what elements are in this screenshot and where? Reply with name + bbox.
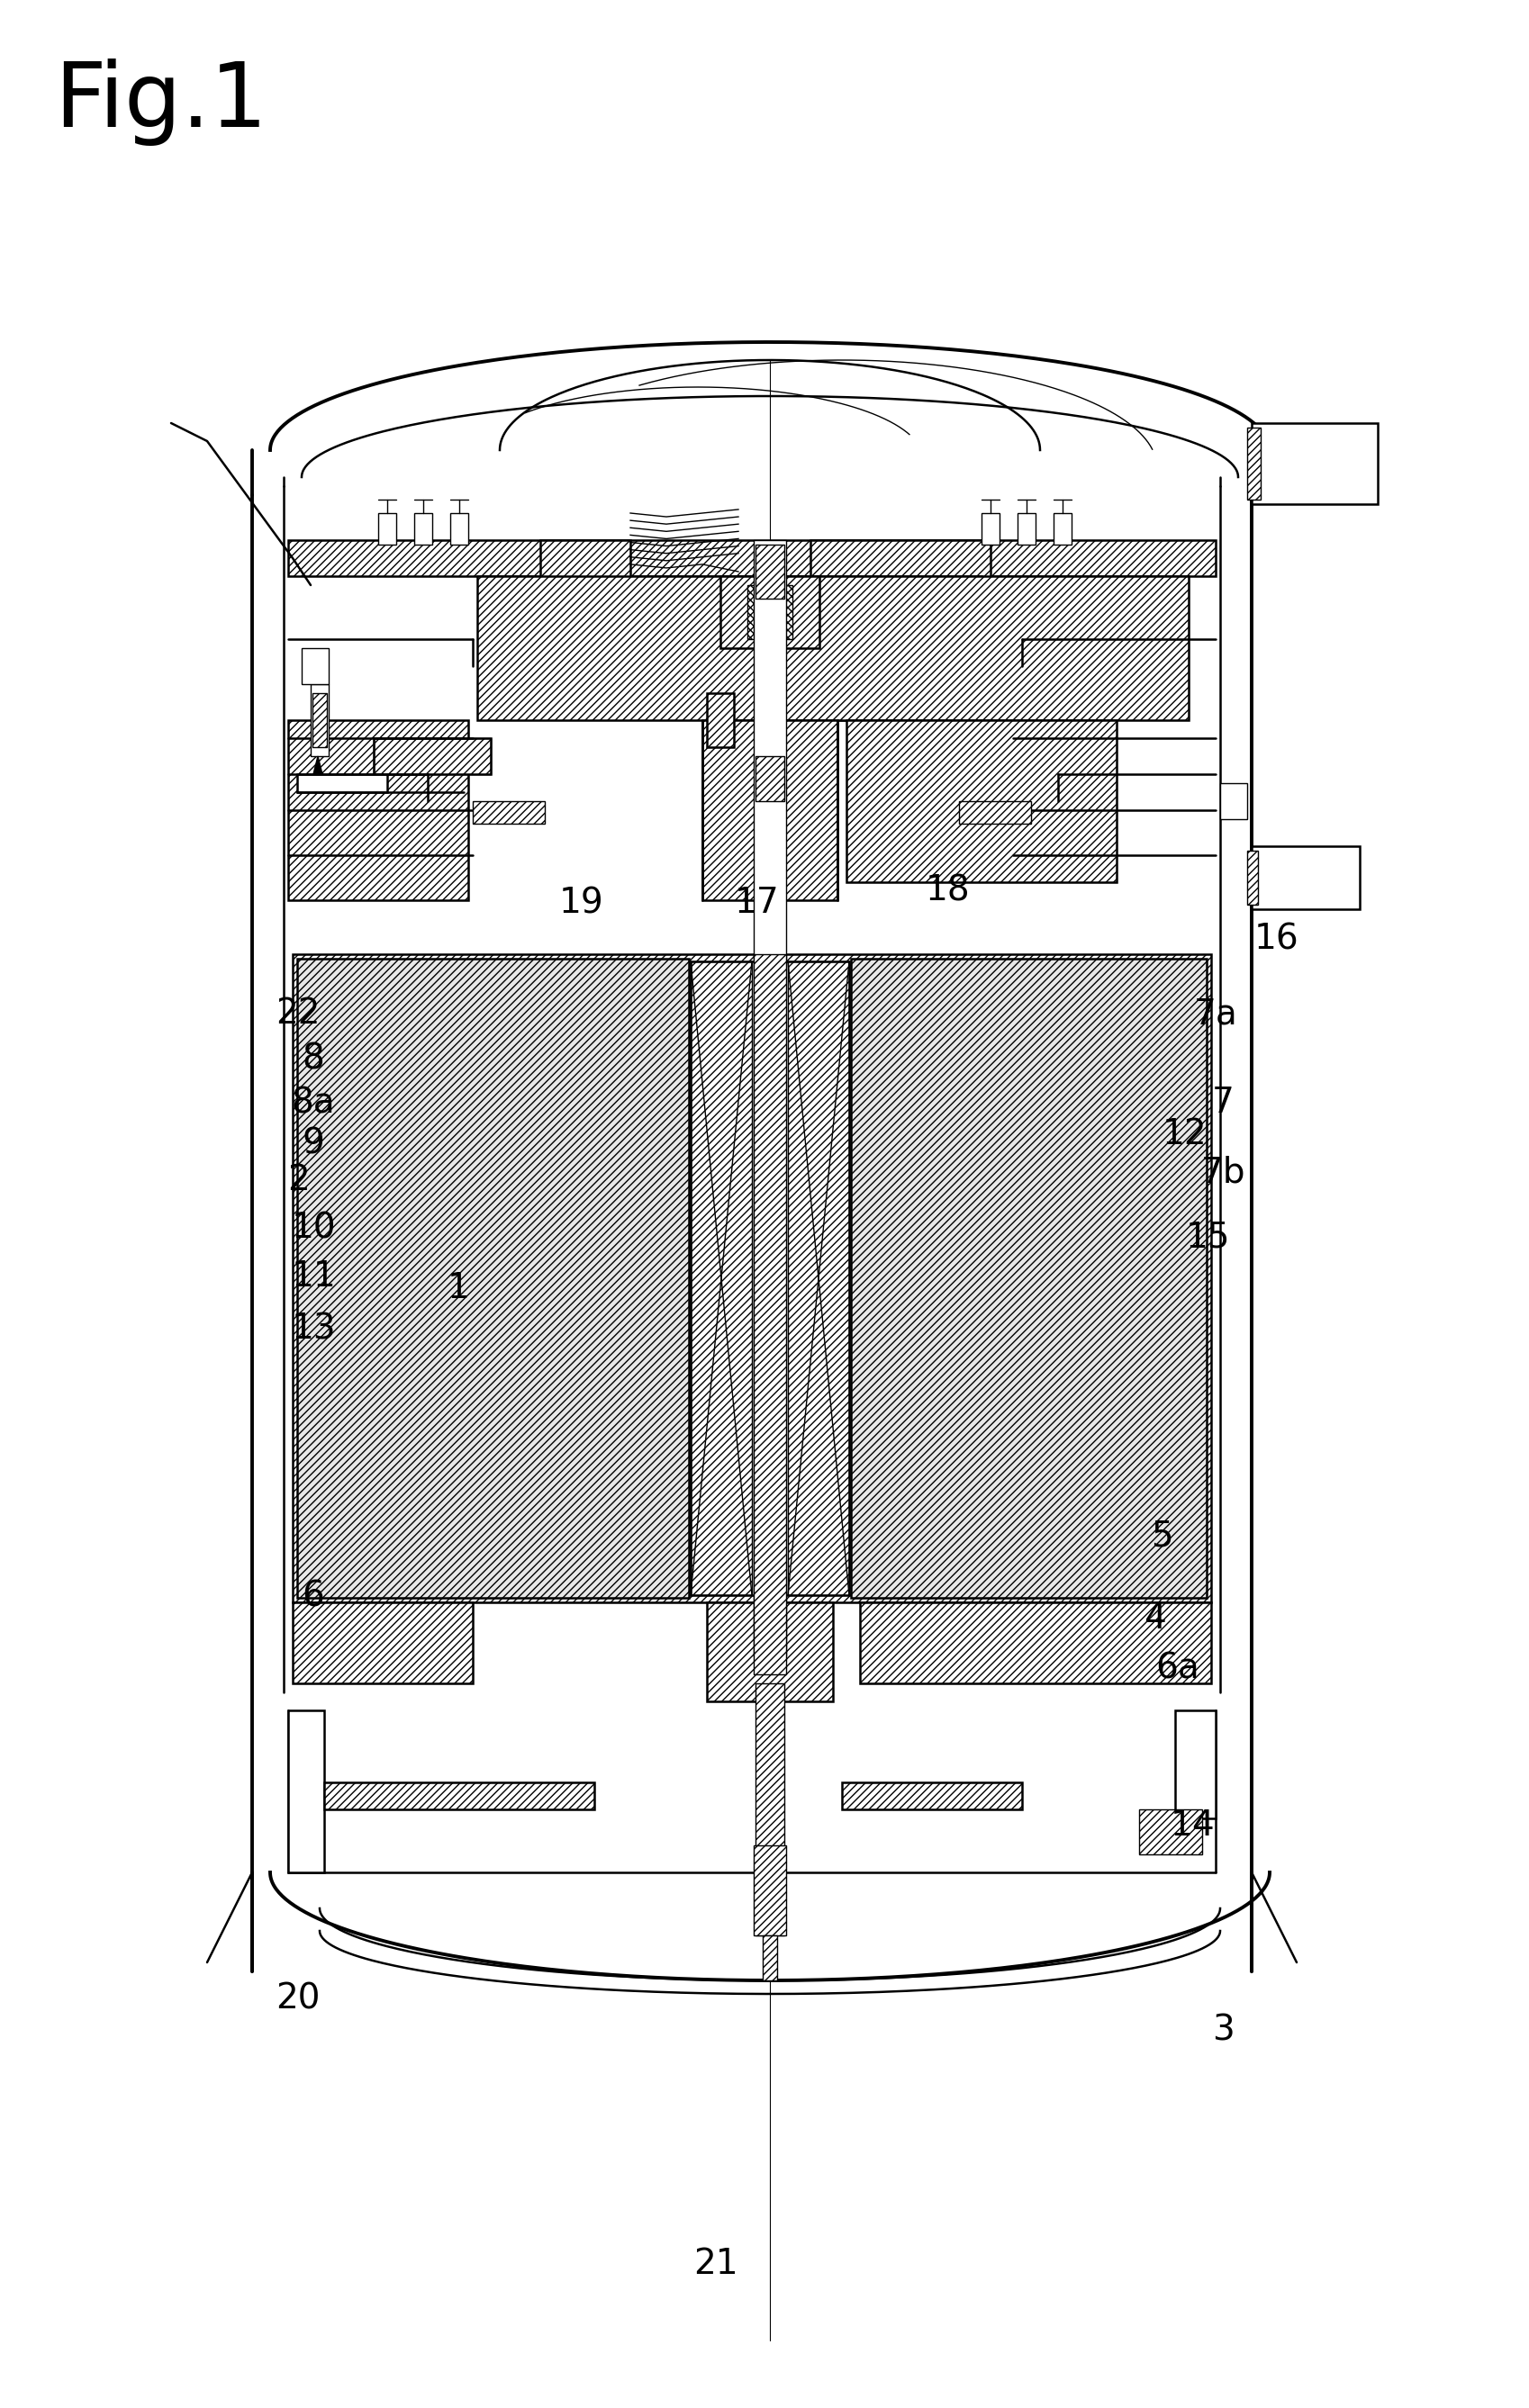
Bar xyxy=(1252,424,1378,503)
Bar xyxy=(1017,513,1035,544)
Bar xyxy=(312,694,327,746)
Text: 13: 13 xyxy=(291,1312,336,1346)
Bar xyxy=(297,958,690,1599)
Bar xyxy=(959,802,1031,824)
Polygon shape xyxy=(761,1792,778,1808)
Bar xyxy=(706,694,734,746)
Bar xyxy=(287,720,468,901)
Text: 6a: 6a xyxy=(1156,1652,1199,1686)
Text: 21: 21 xyxy=(693,2247,739,2280)
Polygon shape xyxy=(313,756,323,773)
Text: 2: 2 xyxy=(287,1163,309,1197)
Bar xyxy=(859,1601,1211,1683)
Bar xyxy=(414,513,433,544)
Text: 15: 15 xyxy=(1185,1221,1231,1255)
Bar xyxy=(783,576,1188,720)
Bar xyxy=(292,1601,472,1683)
Bar xyxy=(477,576,982,720)
Bar xyxy=(1220,783,1248,819)
Bar xyxy=(373,739,491,773)
Bar xyxy=(472,802,544,824)
Text: 7b: 7b xyxy=(1200,1156,1246,1190)
Bar xyxy=(787,961,849,1594)
Text: 19: 19 xyxy=(558,886,604,920)
Bar xyxy=(1252,845,1359,910)
Text: 8: 8 xyxy=(303,1043,324,1076)
Bar xyxy=(755,756,784,802)
Bar xyxy=(748,585,792,638)
Bar xyxy=(763,1936,777,1979)
Bar xyxy=(378,513,396,544)
Bar xyxy=(691,961,752,1594)
Bar xyxy=(1053,513,1072,544)
Text: 12: 12 xyxy=(1162,1117,1208,1151)
Text: 3: 3 xyxy=(1212,2013,1234,2047)
Bar xyxy=(1176,1710,1216,1818)
Bar xyxy=(324,1782,595,1808)
Bar xyxy=(1139,1808,1202,1854)
Bar xyxy=(702,720,838,901)
Text: 8a: 8a xyxy=(292,1086,335,1120)
Bar xyxy=(754,1845,786,1936)
Bar xyxy=(297,773,387,792)
Bar xyxy=(755,544,784,600)
Bar xyxy=(982,513,1000,544)
Bar xyxy=(755,1683,784,1936)
Bar xyxy=(810,539,991,602)
Text: 22: 22 xyxy=(275,997,321,1031)
Text: 9: 9 xyxy=(303,1127,324,1161)
Bar xyxy=(301,648,329,684)
Bar xyxy=(287,1710,324,1873)
Text: 11: 11 xyxy=(291,1259,336,1293)
Bar xyxy=(310,684,329,756)
Bar xyxy=(540,539,630,602)
Bar xyxy=(706,1601,833,1702)
Bar xyxy=(287,539,1216,576)
Text: 6: 6 xyxy=(303,1580,324,1613)
Bar xyxy=(373,739,491,773)
Bar xyxy=(691,961,849,1594)
Text: 18: 18 xyxy=(925,874,971,908)
Bar xyxy=(754,954,786,1674)
Bar xyxy=(450,513,468,544)
Text: 7: 7 xyxy=(1212,1086,1234,1120)
Text: 17: 17 xyxy=(734,886,780,920)
Bar xyxy=(842,1782,1021,1808)
Text: 16: 16 xyxy=(1254,922,1300,956)
Text: Fig.1: Fig.1 xyxy=(54,58,268,147)
Text: 4: 4 xyxy=(1144,1601,1165,1635)
Bar xyxy=(292,954,1211,1601)
Bar xyxy=(852,958,1206,1599)
Bar xyxy=(1248,429,1260,498)
Text: 14: 14 xyxy=(1170,1808,1216,1842)
Bar xyxy=(847,720,1116,881)
Bar xyxy=(754,539,786,1657)
Text: 1: 1 xyxy=(448,1271,469,1305)
Text: 7a: 7a xyxy=(1194,997,1237,1031)
Bar xyxy=(1248,850,1258,905)
Text: 5: 5 xyxy=(1151,1519,1173,1553)
Bar xyxy=(720,576,820,648)
Text: 20: 20 xyxy=(275,1982,321,2015)
Text: 10: 10 xyxy=(291,1211,336,1245)
